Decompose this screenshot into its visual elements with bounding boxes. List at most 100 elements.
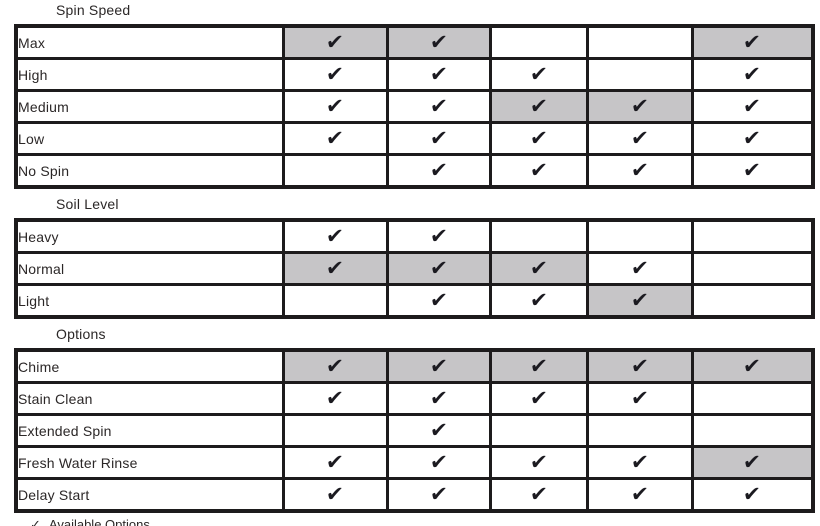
check-icon: ✔ <box>428 30 449 54</box>
check-cell: ✔ <box>585 477 694 513</box>
check-icon: ✔ <box>528 354 549 378</box>
check-cell: ✔ <box>690 121 815 156</box>
settings-section: Options Chime ✔ ✔ ✔ ✔ ✔ Stain Clean ✔ ✔ ✔ ✔ Extende… <box>0 326 820 513</box>
check-icon: ✔ <box>428 256 449 280</box>
check-cell: ✔ <box>281 381 389 416</box>
check-icon: ✔ <box>428 288 449 312</box>
table-row: Light ✔ ✔ ✔ <box>14 283 815 319</box>
check-icon: ✔ <box>742 450 762 474</box>
check-icon: ✔ <box>629 288 650 312</box>
check-cell: ✔ <box>690 153 815 189</box>
table-row: Normal ✔ ✔ ✔ ✔ <box>14 251 815 286</box>
settings-table: Max ✔ ✔ ✔ High ✔ ✔ ✔ ✔ Medium ✔ ✔ ✔ ✔ ✔ Low ✔ ✔ ✔ ✔ ✔ No Spin… <box>14 24 815 189</box>
check-icon: ✔ <box>742 62 762 86</box>
settings-table: Chime ✔ ✔ ✔ ✔ ✔ Stain Clean ✔ ✔ ✔ ✔ Extended Spin ✔ F… <box>14 348 815 513</box>
check-cell-default: ✔ <box>385 251 492 286</box>
check-cell: ✔ <box>281 89 389 124</box>
table-row: Delay Start ✔ ✔ ✔ ✔ ✔ <box>14 477 815 513</box>
check-cell-default: ✔ <box>488 89 589 124</box>
check-cell <box>690 251 815 286</box>
table-row: Heavy ✔ ✔ <box>14 218 815 254</box>
check-cell-default: ✔ <box>585 283 694 319</box>
row-label: Stain Clean <box>14 381 285 416</box>
check-cell: ✔ <box>690 477 815 513</box>
section-title-soil-level: Soil Level <box>56 196 119 212</box>
table-row: Low ✔ ✔ ✔ ✔ ✔ <box>14 121 815 156</box>
table-row: High ✔ ✔ ✔ ✔ <box>14 57 815 92</box>
check-cell-default: ✔ <box>690 445 815 480</box>
check-icon: ✔ <box>528 256 549 280</box>
check-icon: ✔ <box>528 62 549 86</box>
row-label: Low <box>14 121 285 156</box>
check-icon: ✔ <box>629 256 650 280</box>
check-icon: ✔ <box>528 126 549 150</box>
check-icon: ✔ <box>428 450 449 474</box>
check-icon: ✔ <box>428 418 449 442</box>
check-cell <box>690 218 815 254</box>
check-cell <box>488 413 589 448</box>
check-cell-default: ✔ <box>585 348 694 384</box>
check-icon: ✔ <box>629 158 650 182</box>
check-cell: ✔ <box>385 445 492 480</box>
check-cell <box>281 413 389 448</box>
row-label: High <box>14 57 285 92</box>
check-cell: ✔ <box>385 121 492 156</box>
check-icon: ✔ <box>528 482 549 506</box>
section-title-spin-speed: Spin Speed <box>56 2 131 18</box>
check-cell-default: ✔ <box>385 24 492 60</box>
check-icon: ✔ <box>325 94 345 118</box>
check-cell: ✔ <box>281 57 389 92</box>
check-cell <box>585 24 694 60</box>
check-cell-default: ✔ <box>281 24 389 60</box>
check-icon: ✔ <box>325 482 345 506</box>
row-label: Fresh Water Rinse <box>14 445 285 480</box>
settings-section: Spin Speed Max ✔ ✔ ✔ High ✔ ✔ ✔ ✔ Medium ✔ ✔ ✔ ✔ ✔ Low ✔… <box>0 2 820 189</box>
check-cell <box>690 283 815 319</box>
check-cell: ✔ <box>585 445 694 480</box>
table-row: Chime ✔ ✔ ✔ ✔ ✔ <box>14 348 815 384</box>
check-cell: ✔ <box>585 381 694 416</box>
check-cell-default: ✔ <box>690 24 815 60</box>
check-cell: ✔ <box>385 477 492 513</box>
check-icon: ✔ <box>428 482 449 506</box>
check-cell: ✔ <box>488 57 589 92</box>
table-row: Stain Clean ✔ ✔ ✔ ✔ <box>14 381 815 416</box>
section-title-options: Options <box>56 326 106 342</box>
check-icon: ✔ <box>528 288 549 312</box>
check-icon: ✔ <box>325 224 345 248</box>
check-cell <box>281 153 389 189</box>
settings-table: Heavy ✔ ✔ Normal ✔ ✔ ✔ ✔ Light ✔ ✔ ✔ <box>14 218 815 319</box>
check-icon: ✔ <box>325 62 345 86</box>
check-icon: ✔ <box>742 126 762 150</box>
check-icon: ✔ <box>629 354 650 378</box>
check-icon: ✔ <box>325 126 345 150</box>
check-icon: ✔ <box>325 256 345 280</box>
check-icon: ✔ <box>428 354 449 378</box>
settings-sections: Spin Speed Max ✔ ✔ ✔ High ✔ ✔ ✔ ✔ Medium ✔ ✔ ✔ ✔ ✔ Low ✔… <box>0 2 820 513</box>
check-cell: ✔ <box>385 218 492 254</box>
footnote: ✓ Available Options <box>30 517 820 526</box>
check-icon: ✔ <box>629 94 650 118</box>
row-label: Heavy <box>14 218 285 254</box>
check-icon: ✔ <box>325 450 345 474</box>
row-label: Extended Spin <box>14 413 285 448</box>
check-cell: ✔ <box>488 153 589 189</box>
check-cell-default: ✔ <box>585 89 694 124</box>
check-cell: ✔ <box>585 153 694 189</box>
check-cell: ✔ <box>488 445 589 480</box>
row-label: Light <box>14 283 285 319</box>
check-icon: ✔ <box>528 450 549 474</box>
check-icon: ✔ <box>742 482 762 506</box>
check-cell: ✔ <box>385 283 492 319</box>
check-icon: ✔ <box>428 224 449 248</box>
check-icon: ✔ <box>629 386 650 410</box>
check-icon: ✔ <box>742 354 762 378</box>
check-icon: ✔ <box>742 30 762 54</box>
check-icon: ✔ <box>428 158 449 182</box>
check-icon: ✔ <box>528 94 549 118</box>
check-icon: ✔ <box>528 158 549 182</box>
check-cell <box>585 57 694 92</box>
check-cell: ✔ <box>281 477 389 513</box>
check-cell: ✔ <box>385 381 492 416</box>
